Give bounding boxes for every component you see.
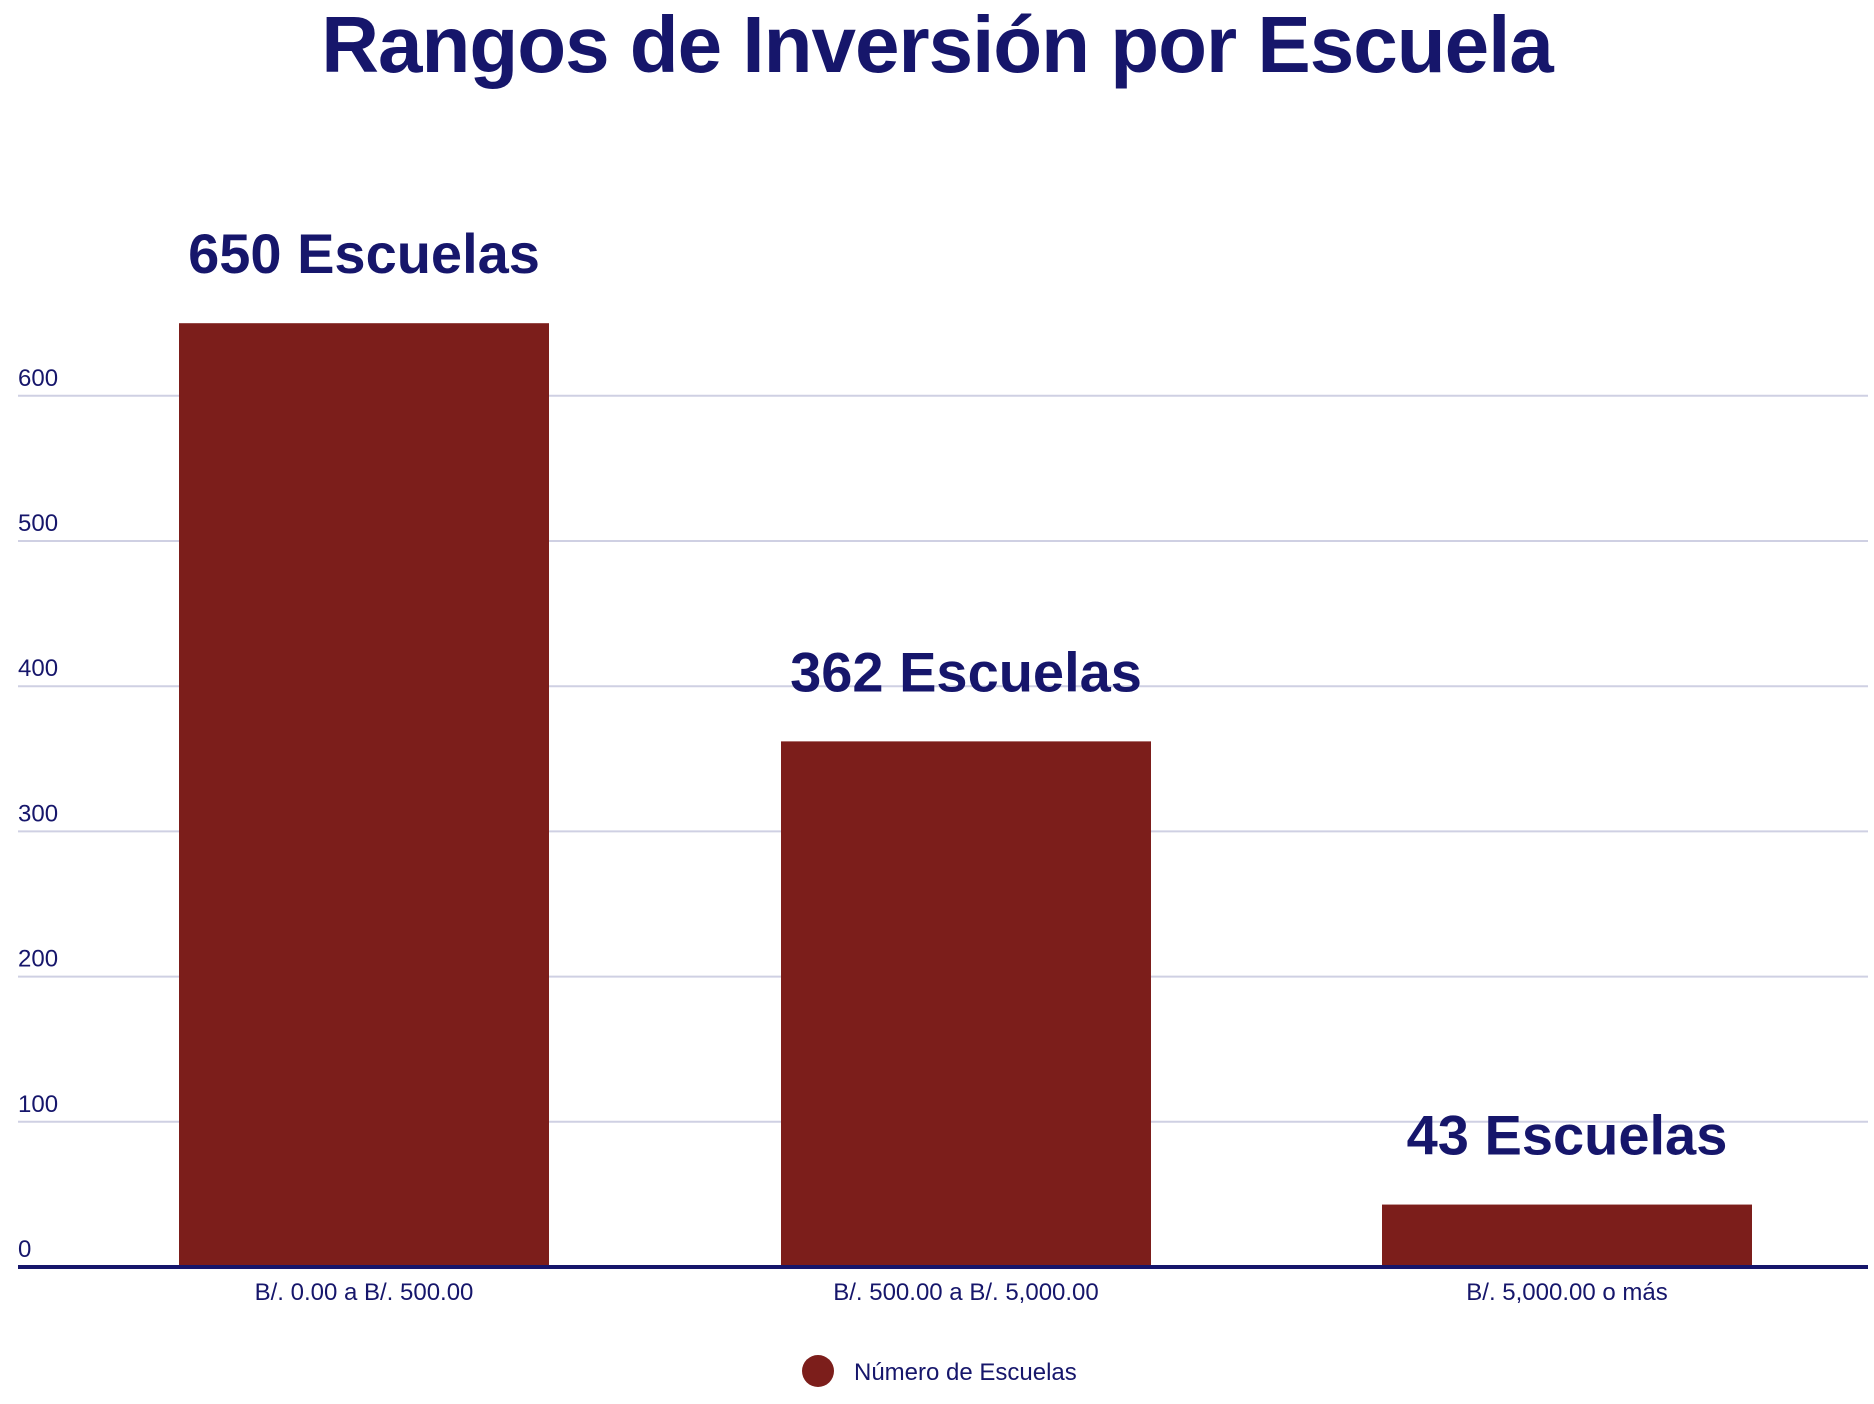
legend-label: Número de Escuelas — [854, 1359, 1077, 1386]
y-tick-label: 200 — [18, 946, 58, 973]
x-tick-label: B/. 0.00 a B/. 500.00 — [255, 1279, 474, 1306]
bar — [179, 323, 549, 1267]
x-tick-label: B/. 500.00 a B/. 5,000.00 — [833, 1279, 1099, 1306]
x-axis-ticks: B/. 0.00 a B/. 500.00 B/. 500.00 a B/. 5,… — [255, 1279, 1668, 1306]
bar — [781, 741, 1151, 1267]
data-label: 43 Escuelas — [1407, 1104, 1728, 1167]
y-tick-label: 100 — [18, 1091, 58, 1118]
y-axis-ticks: 0 100 200 300 400 500 600 — [18, 365, 58, 1263]
bars — [179, 323, 1752, 1267]
bar — [1382, 1204, 1752, 1267]
y-tick-label: 300 — [18, 800, 58, 827]
data-label: 650 Escuelas — [188, 222, 540, 285]
data-labels: 650 Escuelas 362 Escuelas 43 Escuelas — [188, 222, 1727, 1166]
data-label: 362 Escuelas — [790, 640, 1142, 703]
chart-title: Rangos de Inversión por Escuela — [321, 0, 1554, 89]
legend-swatch — [802, 1355, 834, 1387]
y-tick-label: 600 — [18, 365, 58, 392]
legend[interactable]: Número de Escuelas — [802, 1355, 1077, 1387]
y-tick-label: 400 — [18, 655, 58, 682]
y-tick-label: 0 — [18, 1236, 31, 1263]
y-tick-label: 500 — [18, 510, 58, 537]
x-tick-label: B/. 5,000.00 o más — [1466, 1279, 1667, 1306]
